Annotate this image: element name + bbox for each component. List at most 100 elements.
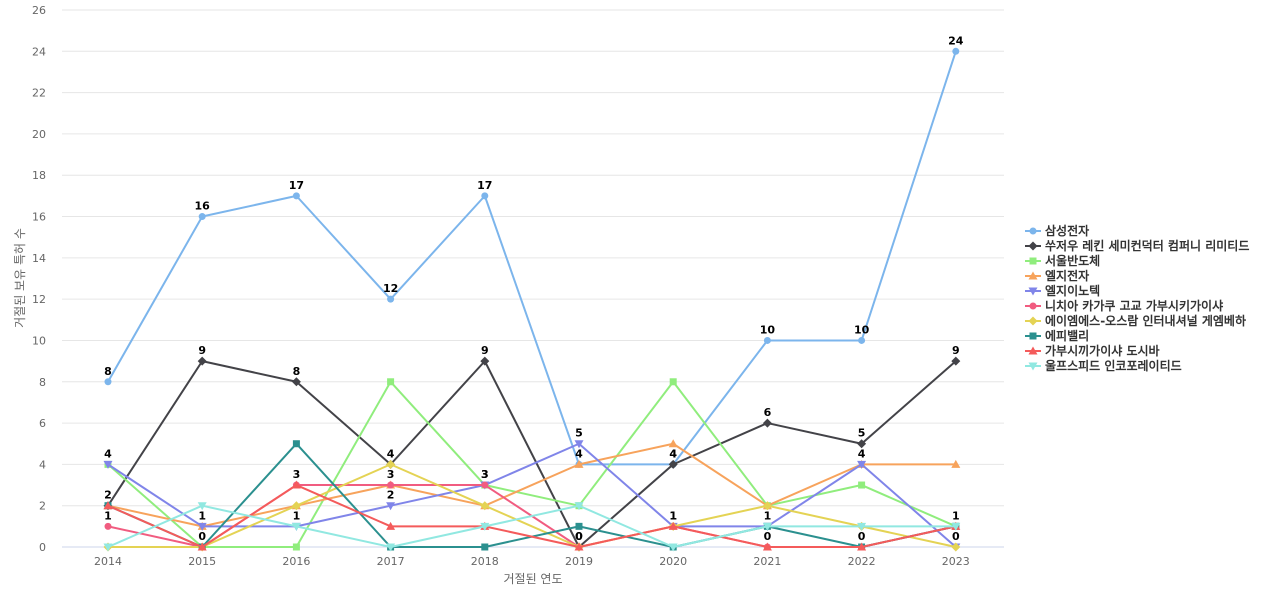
legend-marker	[1029, 227, 1037, 235]
y-tick-label: 26	[32, 4, 46, 17]
data-label: 9	[952, 344, 960, 357]
data-label: 24	[948, 34, 964, 47]
x-tick-label: 2022	[848, 555, 876, 568]
x-axis-ticks: 2014 2015 2016 2017 2018 2019 2020 2021 2022 2023	[94, 555, 970, 568]
data-point	[387, 295, 395, 303]
legend-label: 쑤저우 레킨 세미컨덕터 컴퍼니 리미티드	[1045, 238, 1249, 253]
legend-item[interactable]: 엘지전자	[1025, 268, 1089, 283]
series-9	[103, 502, 961, 552]
data-label: 3	[293, 468, 301, 481]
y-tick-label: 14	[32, 252, 46, 265]
data-label: 10	[760, 323, 776, 336]
legend-item[interactable]: 쑤저우 레킨 세미컨덕터 컴퍼니 리미티드	[1025, 238, 1249, 253]
data-label: 4	[575, 447, 583, 460]
data-point	[386, 502, 396, 511]
y-tick-label: 6	[39, 417, 46, 430]
y-tick-label: 0	[39, 541, 46, 554]
legend-item[interactable]: 에피밸리	[1025, 328, 1089, 343]
legend-item[interactable]: 삼성전자	[1025, 223, 1089, 238]
data-point	[480, 356, 490, 366]
data-point	[387, 378, 395, 386]
data-label: 1	[952, 509, 960, 522]
data-point	[104, 378, 112, 386]
data-point	[668, 521, 678, 530]
data-label: 9	[198, 344, 206, 357]
data-point	[762, 418, 772, 428]
data-label: 4	[858, 447, 866, 460]
legend-item[interactable]: 니치아 카가쿠 고교 가부시키가이샤	[1025, 298, 1223, 313]
legend-label: 엘지전자	[1045, 268, 1089, 283]
data-point	[198, 213, 206, 221]
x-tick-label: 2020	[659, 555, 687, 568]
data-point	[292, 543, 300, 551]
data-label: 0	[198, 530, 206, 543]
data-point	[858, 481, 866, 489]
y-tick-label: 12	[32, 293, 46, 306]
data-label: 1	[764, 509, 772, 522]
data-point	[481, 192, 489, 200]
data-point	[574, 440, 584, 449]
data-label: 8	[104, 365, 112, 378]
legend-marker	[1028, 362, 1038, 371]
y-tick-label: 8	[39, 376, 46, 389]
legend-marker	[1029, 332, 1037, 340]
data-point	[197, 356, 207, 366]
series-line	[107, 50, 957, 466]
data-point	[574, 502, 584, 511]
y-tick-label: 10	[32, 334, 46, 347]
data-label: 4	[669, 447, 677, 460]
data-point	[386, 543, 396, 552]
data-point	[762, 542, 772, 551]
data-point	[857, 522, 867, 531]
data-label: 2	[104, 489, 112, 502]
series-line	[107, 504, 956, 548]
legend-item[interactable]: 엘지이노텍	[1025, 283, 1100, 298]
legend-item[interactable]: 가부시끼가이샤 도시바	[1025, 343, 1160, 358]
legend-item[interactable]: 서울반도체	[1025, 253, 1100, 268]
x-tick-label: 2017	[377, 555, 405, 568]
data-point	[197, 502, 207, 511]
data-point	[858, 336, 866, 344]
legend-label: 엘지이노텍	[1045, 283, 1100, 298]
data-point	[481, 481, 489, 489]
data-label: 0	[575, 530, 583, 543]
legend-label: 서울반도체	[1045, 253, 1100, 268]
y-axis-title: 거절된 보유 특허 수	[13, 228, 27, 328]
series-lines	[103, 47, 961, 552]
legend-label: 에피밸리	[1045, 328, 1089, 343]
data-label: 17	[477, 179, 492, 192]
data-label: 1	[104, 509, 112, 522]
data-label: 5	[858, 427, 866, 440]
data-label: 0	[764, 530, 772, 543]
data-point	[481, 543, 489, 551]
legend-item[interactable]: 에이엠에스-오스람 인터내셔널 게엠베하	[1025, 313, 1246, 328]
data-label: 0	[952, 530, 960, 543]
data-label: 4	[387, 447, 395, 460]
data-label: 1	[293, 509, 301, 522]
data-point	[480, 501, 490, 511]
data-label: 5	[575, 427, 583, 440]
series-1	[103, 356, 961, 552]
x-tick-label: 2014	[94, 555, 122, 568]
x-tick-label: 2019	[565, 555, 593, 568]
data-point	[951, 459, 961, 468]
legend-marker	[1029, 257, 1037, 265]
legend-marker	[1028, 316, 1038, 326]
data-label: 1	[669, 509, 677, 522]
legend-item[interactable]: 울프스피드 인코포레이티드	[1025, 358, 1182, 373]
data-point	[857, 542, 867, 551]
data-label: 0	[858, 530, 866, 543]
data-point	[668, 439, 678, 448]
x-tick-label: 2018	[471, 555, 499, 568]
y-tick-label: 22	[32, 87, 46, 100]
data-label: 1	[669, 509, 677, 522]
data-point	[951, 542, 961, 552]
legend-marker	[1029, 302, 1037, 310]
data-point	[857, 439, 867, 449]
data-point	[480, 522, 490, 531]
